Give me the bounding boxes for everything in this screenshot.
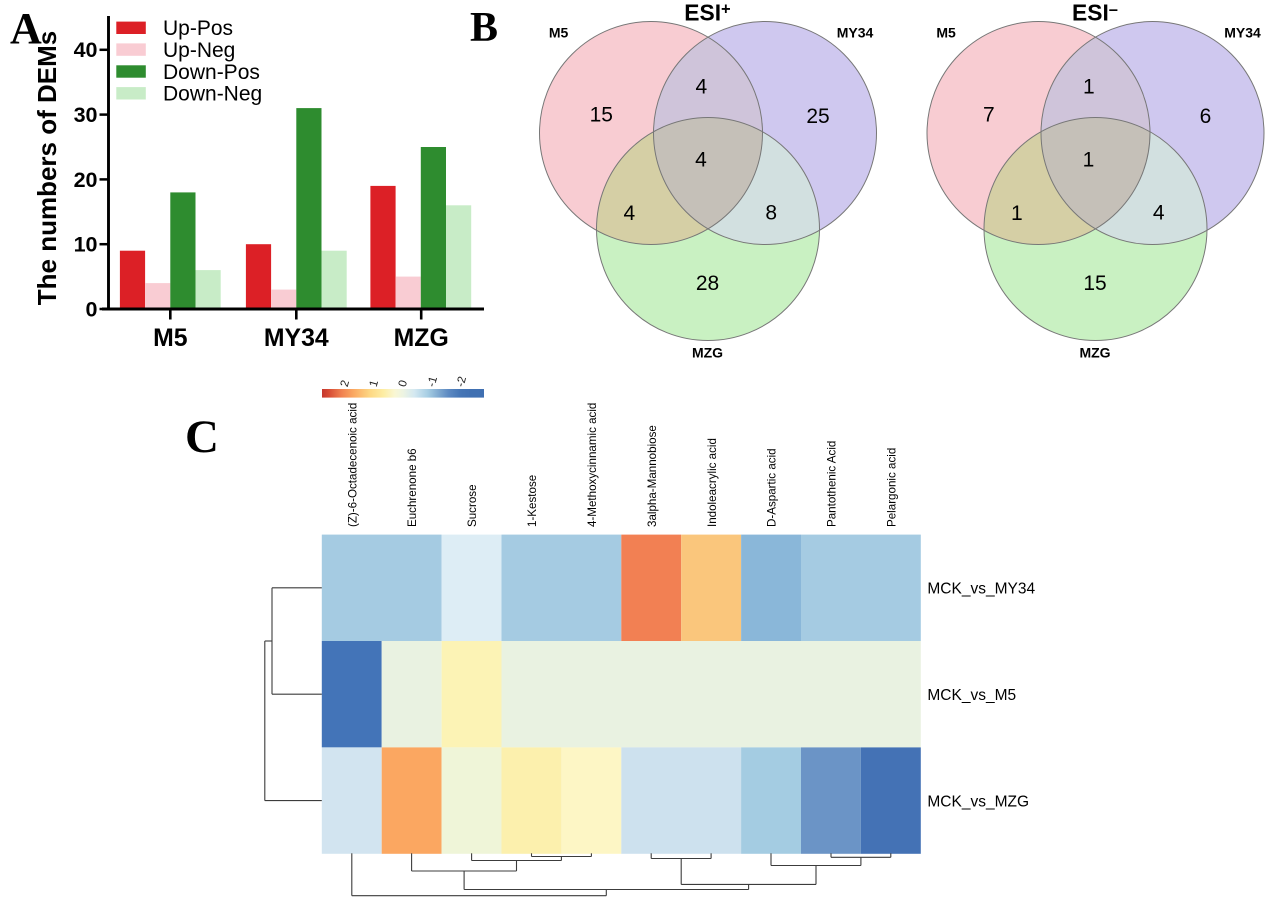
- svg-text:Pelargonic acid: Pelargonic acid: [885, 448, 898, 527]
- svg-text:Down-Pos: Down-Pos: [163, 61, 260, 84]
- svg-text:MZG: MZG: [1079, 345, 1110, 361]
- svg-text:MCK_vs_M5: MCK_vs_M5: [927, 687, 1016, 704]
- svg-text:4: 4: [695, 76, 707, 99]
- svg-text:ESI+: ESI+: [684, 0, 730, 26]
- svg-text:-1: -1: [426, 375, 440, 388]
- svg-text:Indoleacrylic acid: Indoleacrylic acid: [706, 438, 719, 527]
- svg-text:4-Methoxycinnamic acid: 4-Methoxycinnamic acid: [586, 403, 599, 527]
- svg-text:0: 0: [397, 379, 410, 388]
- svg-text:MY34: MY34: [1224, 25, 1261, 41]
- svg-text:MY34: MY34: [264, 325, 329, 352]
- svg-text:4: 4: [695, 149, 707, 172]
- svg-text:10: 10: [74, 233, 98, 257]
- svg-text:25: 25: [806, 105, 829, 128]
- svg-text:Up-Pos: Up-Pos: [163, 17, 233, 40]
- svg-text:8: 8: [765, 201, 777, 224]
- svg-text:20: 20: [74, 168, 98, 192]
- svg-text:1: 1: [368, 379, 381, 388]
- svg-text:40: 40: [74, 38, 98, 62]
- svg-text:2: 2: [339, 379, 352, 388]
- svg-text:M5: M5: [549, 25, 569, 41]
- svg-text:4: 4: [1153, 201, 1165, 224]
- svg-text:6: 6: [1200, 105, 1212, 128]
- svg-text:1-Kestose: 1-Kestose: [526, 475, 539, 527]
- svg-text:Sucrose: Sucrose: [466, 484, 479, 527]
- svg-text:D-Aspartic acid: D-Aspartic acid: [766, 448, 779, 527]
- svg-text:MCK_vs_MZG: MCK_vs_MZG: [927, 793, 1029, 810]
- svg-text:7: 7: [983, 104, 995, 127]
- svg-text:(Z)-6-Octadecenoic acid: (Z)-6-Octadecenoic acid: [346, 403, 359, 527]
- svg-text:MZG: MZG: [692, 345, 723, 361]
- svg-text:-2: -2: [455, 375, 469, 388]
- svg-text:ESI–: ESI–: [1072, 0, 1118, 26]
- svg-text:28: 28: [696, 272, 719, 295]
- svg-text:1: 1: [1011, 202, 1023, 225]
- svg-text:1: 1: [1083, 149, 1095, 172]
- svg-text:15: 15: [1083, 272, 1106, 295]
- svg-text:MZG: MZG: [394, 325, 449, 352]
- svg-text:30: 30: [74, 103, 98, 127]
- svg-text:Up-Neg: Up-Neg: [163, 39, 235, 62]
- svg-text:MCK_vs_MY34: MCK_vs_MY34: [927, 581, 1035, 598]
- svg-text:Down-Neg: Down-Neg: [163, 83, 262, 106]
- svg-text:Pantothenic Acid: Pantothenic Acid: [826, 441, 839, 527]
- svg-text:0: 0: [86, 297, 98, 321]
- svg-text:MY34: MY34: [837, 25, 874, 41]
- svg-text:3alpha-Mannobiose: 3alpha-Mannobiose: [646, 425, 659, 527]
- svg-text:The numbers of DEMs: The numbers of DEMs: [32, 31, 62, 305]
- svg-text:Euchrenone b6: Euchrenone b6: [406, 448, 419, 527]
- svg-text:1: 1: [1083, 76, 1095, 99]
- svg-text:M5: M5: [936, 25, 956, 41]
- svg-text:4: 4: [624, 202, 636, 225]
- svg-text:M5: M5: [153, 325, 188, 352]
- svg-text:15: 15: [590, 104, 613, 127]
